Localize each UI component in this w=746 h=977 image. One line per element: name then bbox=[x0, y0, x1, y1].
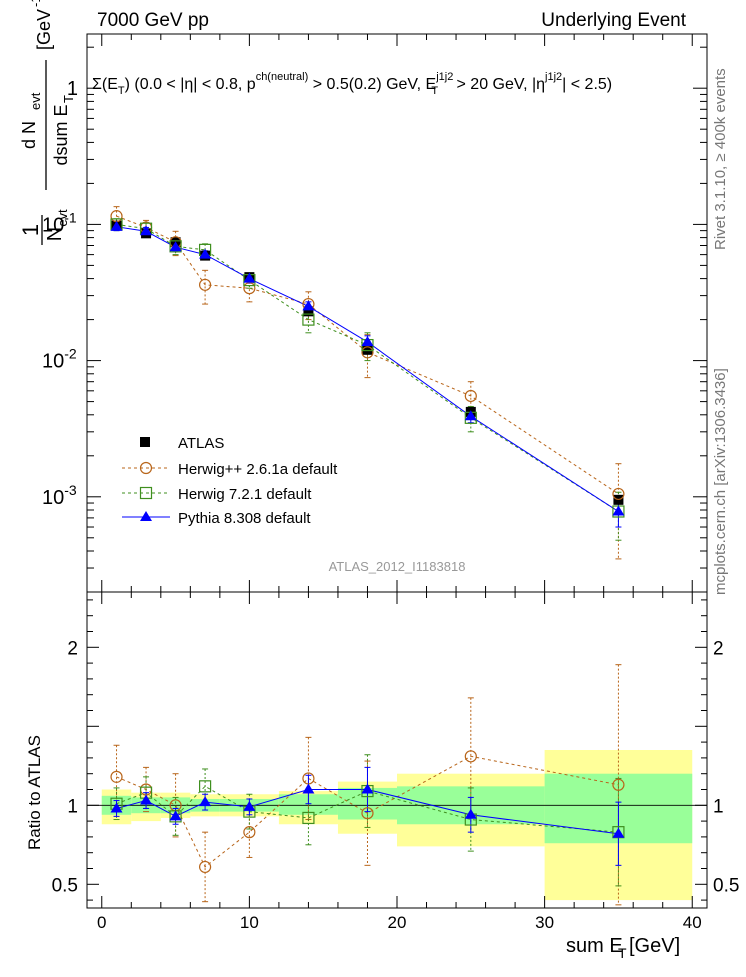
analysis-id: ATLAS_2012_I1183818 bbox=[329, 559, 466, 574]
svg-text:d N: d N bbox=[19, 121, 39, 149]
data-point bbox=[361, 783, 374, 794]
data-point bbox=[169, 240, 182, 253]
svg-text:[GeV: [GeV bbox=[34, 9, 54, 50]
header-right: Underlying Event bbox=[541, 10, 686, 31]
data-point bbox=[302, 811, 315, 825]
data-point bbox=[198, 278, 212, 291]
x-tick-label: 30 bbox=[535, 913, 554, 932]
plot-title: Σ(ET) (0.0 < |η| < 0.8, pch(neutral) > 0… bbox=[92, 71, 612, 97]
ratio-y-tick-label: 1 bbox=[713, 796, 724, 817]
top-plot-layer bbox=[110, 206, 625, 560]
data-point bbox=[243, 272, 256, 283]
header-left: 7000 GeV pp bbox=[97, 10, 209, 31]
data-point bbox=[302, 313, 315, 326]
svg-text:1: 1 bbox=[18, 224, 43, 236]
data-point bbox=[361, 346, 374, 359]
series-line bbox=[116, 223, 619, 512]
data-point bbox=[199, 248, 212, 259]
data-point bbox=[464, 389, 477, 403]
series-line bbox=[116, 755, 619, 868]
ratio-plot-layer bbox=[110, 664, 625, 906]
data-point bbox=[198, 780, 212, 793]
data-point bbox=[612, 505, 625, 516]
data-point bbox=[243, 826, 256, 839]
data-point bbox=[140, 794, 153, 805]
data-point bbox=[362, 344, 373, 355]
x-tick-label: 40 bbox=[683, 913, 702, 932]
data-point bbox=[361, 335, 374, 346]
data-point bbox=[302, 300, 315, 311]
svg-text:T: T bbox=[618, 945, 627, 961]
data-point bbox=[612, 487, 625, 501]
svg-text:-1: -1 bbox=[28, 0, 43, 7]
svg-text:evt: evt bbox=[28, 92, 43, 110]
ratio-y-tick-label: 2 bbox=[713, 638, 724, 659]
svg-text:evt: evt bbox=[55, 209, 70, 227]
legend-marker-pythia bbox=[140, 511, 152, 521]
y-tick-label: 10-2 bbox=[42, 346, 77, 373]
rivet-label: Rivet 3.1.10, ≥ 400k events bbox=[712, 68, 729, 250]
svg-text:N: N bbox=[44, 227, 66, 241]
svg-text:sum E: sum E bbox=[566, 935, 623, 957]
ratio-y-tick-label: 1 bbox=[67, 796, 78, 817]
data-point bbox=[303, 306, 314, 317]
mcplots-label: mcplots.cern.ch [arXiv:1306.3436] bbox=[712, 368, 729, 595]
legend-marker-herwigpp bbox=[139, 461, 153, 475]
data-point bbox=[612, 778, 625, 791]
ratio-y-tick-label: 0.5 bbox=[52, 875, 78, 896]
svg-text:[GeV]: [GeV] bbox=[629, 935, 680, 957]
data-point bbox=[169, 241, 182, 252]
legend: ATLAS Herwig++ 2.6.1a default Herwig 7.2… bbox=[122, 435, 338, 527]
data-point bbox=[140, 225, 153, 236]
axes: 0 10 20 30 40 1 10-1 10-2 10-3 0.5 0.5 1 1 2 2 bbox=[42, 34, 739, 932]
data-point bbox=[464, 750, 477, 763]
top-y-label: 1 N evt d N evt dsum E T [GeV -1 ] bbox=[18, 0, 76, 245]
series-line bbox=[116, 215, 619, 495]
data-point bbox=[110, 220, 123, 231]
data-point bbox=[243, 282, 256, 295]
data-point bbox=[464, 410, 477, 421]
data-point bbox=[169, 810, 182, 821]
y-tick-label: 1 bbox=[67, 78, 78, 100]
bottom-y-label: Ratio to ATLAS bbox=[25, 735, 44, 850]
legend-label-pythia: Pythia 8.308 default bbox=[178, 510, 311, 527]
svg-text:T: T bbox=[61, 95, 76, 103]
ratio-bands bbox=[87, 750, 707, 901]
x-tick-label: 20 bbox=[388, 913, 407, 932]
ratio-y-tick-label: 0.5 bbox=[713, 875, 739, 896]
data-point bbox=[302, 783, 315, 794]
y-tick-label: 10-3 bbox=[42, 482, 77, 509]
data-point bbox=[110, 770, 123, 783]
x-axis-label: sum E T [GeV] bbox=[566, 935, 680, 961]
y-tick-label: 10-1 bbox=[42, 209, 77, 236]
data-point bbox=[464, 808, 477, 819]
data-point bbox=[199, 796, 212, 807]
legend-marker-atlas bbox=[140, 437, 150, 447]
legend-label-herwig7: Herwig 7.2.1 default bbox=[178, 486, 312, 503]
data-point bbox=[612, 827, 625, 838]
svg-text:dsum E: dsum E bbox=[51, 104, 71, 165]
data-point bbox=[198, 860, 212, 874]
ratio-y-tick-label: 2 bbox=[67, 638, 78, 659]
x-tick-label: 0 bbox=[97, 913, 106, 932]
data-point bbox=[110, 802, 123, 813]
legend-label-herwigpp: Herwig++ 2.6.1a default bbox=[178, 461, 338, 478]
legend-label-atlas: ATLAS bbox=[178, 435, 224, 452]
data-point bbox=[243, 800, 256, 811]
data-point bbox=[361, 807, 374, 820]
x-tick-label: 10 bbox=[240, 913, 259, 932]
legend-marker-herwig7 bbox=[139, 486, 153, 500]
